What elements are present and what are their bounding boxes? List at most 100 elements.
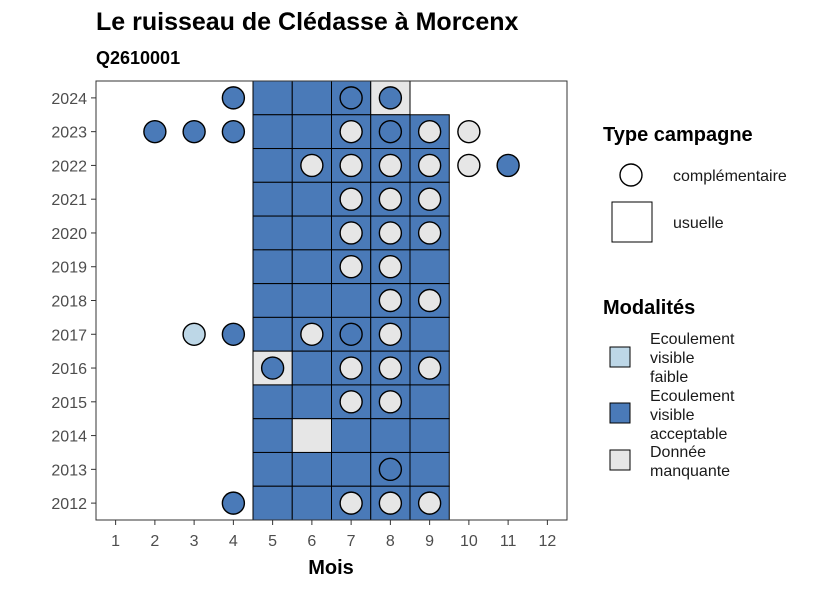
usuelle-square-2018-5	[252, 283, 293, 318]
complementaire-circle-2022-9	[417, 153, 442, 178]
legend-label-acceptable-line-1: Ecoulement	[650, 388, 735, 405]
x-axis-title: Mois	[308, 557, 354, 579]
complementaire-circle-2023-10	[457, 119, 481, 144]
usuelle-square-2018-7	[331, 283, 372, 318]
usuelle-square-2017-5	[252, 316, 293, 352]
usuelle-square-2015-5	[252, 384, 293, 420]
usuelle-square-2012-5	[252, 485, 293, 521]
y-tick-label-2012: 2012	[51, 496, 87, 513]
complementaire-circle-2020-7	[339, 221, 363, 245]
usuelle-square-2012-6	[291, 485, 332, 521]
circles-layer	[143, 86, 520, 515]
legend-key-faible	[609, 346, 631, 368]
legend-label-acceptable-line-3: acceptable	[650, 426, 727, 443]
legend-label-manquante-line-1: Donnée	[650, 444, 706, 461]
legend-type-campagne: Type campagne complémentaire usuelle	[603, 124, 787, 243]
usuelle-square-2016-6	[291, 350, 332, 386]
complementaire-circle-2016-7	[339, 356, 363, 380]
usuelle-square-2022-5	[252, 148, 293, 183]
complementaire-circle-2012-9	[417, 491, 442, 515]
complementaire-circle-2015-7	[339, 390, 363, 414]
y-tick-label-2017: 2017	[51, 327, 87, 344]
complementaire-circle-2017-7	[339, 322, 363, 346]
complementaire-circle-2019-7	[339, 255, 363, 279]
usuelle-square-2023-5	[252, 114, 293, 150]
complementaire-circle-2016-8	[378, 356, 403, 380]
complementaire-circle-2023-4	[221, 119, 246, 144]
complementaire-circle-2022-10	[457, 153, 481, 178]
complementaire-circle-2018-9	[417, 288, 442, 313]
y-tick-label-2021: 2021	[51, 192, 87, 209]
complementaire-circle-2022-7	[339, 153, 363, 178]
usuelle-square-2019-6	[291, 249, 332, 285]
x-tick-label-7: 7	[347, 533, 356, 550]
usuelle-square-2014-8	[370, 418, 411, 453]
usuelle-square-2019-9	[409, 249, 450, 285]
legend-modalites-title: Modalités	[603, 297, 695, 319]
legend-type-title: Type campagne	[603, 124, 753, 146]
legend-label-faible-line-1: Ecoulement	[650, 331, 735, 348]
complementaire-circle-2022-6	[300, 153, 324, 178]
usuelle-square-2013-5	[252, 451, 293, 487]
x-tick-label-5: 5	[268, 533, 277, 550]
chart-title: Le ruisseau de Clédasse à Morcenx	[96, 8, 519, 36]
usuelle-square-2017-9	[409, 316, 450, 352]
legend-label-acceptable-line-2: visible	[650, 407, 695, 424]
usuelle-square-2023-6	[291, 114, 332, 150]
usuelle-square-2018-6	[291, 283, 332, 318]
complementaire-circle-2017-8	[378, 322, 403, 346]
usuelle-square-2013-7	[331, 451, 372, 487]
complementaire-circle-2024-7	[339, 86, 363, 110]
y-tick-label-2018: 2018	[51, 294, 87, 311]
complementaire-circle-2019-8	[378, 255, 403, 279]
x-tick-label-12: 12	[538, 533, 556, 550]
usuelle-square-2014-7	[331, 418, 372, 453]
x-tick-label-9: 9	[425, 533, 434, 550]
usuelle-square-2013-6	[291, 451, 332, 487]
complementaire-circle-2017-6	[300, 322, 324, 346]
x-tick-label-3: 3	[190, 533, 199, 550]
y-tick-label-2014: 2014	[51, 429, 87, 446]
usuelle-square-2024-5	[252, 80, 293, 116]
y-axis: 2012 2013 2014 2015 2016 2017 2018 2019 2020 2021…	[51, 91, 96, 513]
y-tick-label-2013: 2013	[51, 462, 87, 479]
legend-label-faible-line-3: faible	[650, 369, 688, 386]
x-axis: 1 2 3 4 5 6 7 8 9 10 11 12	[111, 520, 556, 550]
legend-key-acceptable	[609, 402, 631, 424]
legend-modalites: Modalités Ecoulement visible faible Ecoulem…	[603, 297, 735, 480]
x-tick-label-10: 10	[460, 533, 478, 550]
legend-label-faible-line-2: visible	[650, 350, 695, 367]
usuelle-square-2021-6	[291, 181, 332, 217]
complementaire-circle-2012-4	[221, 491, 246, 515]
complementaire-circle-2020-8	[378, 221, 403, 245]
complementaire-circle-2023-8	[378, 119, 403, 144]
x-tick-label-11: 11	[500, 533, 517, 550]
complementaire-circle-2020-9	[417, 221, 442, 245]
usuelle-square-2014-9	[409, 418, 450, 453]
complementaire-circle-2023-7	[339, 119, 363, 144]
usuelle-square-2015-9	[409, 384, 450, 420]
usuelle-square-2021-5	[252, 181, 293, 217]
complementaire-circle-2017-3	[182, 322, 206, 346]
usuelle-square-2020-6	[291, 215, 332, 251]
squares-layer	[252, 80, 450, 521]
x-tick-label-4: 4	[229, 533, 238, 550]
complementaire-circle-2016-5	[260, 356, 285, 380]
complementaire-circle-2022-11	[496, 153, 520, 178]
complementaire-circle-2023-3	[182, 119, 206, 144]
y-tick-label-2016: 2016	[51, 361, 87, 378]
y-tick-label-2015: 2015	[51, 395, 87, 412]
legend-label-manquante-line-2: manquante	[650, 463, 730, 480]
complementaire-circle-2015-8	[378, 390, 403, 414]
complementaire-circle-2023-9	[417, 119, 442, 144]
legend-type-label-complementaire: complémentaire	[673, 168, 787, 185]
x-tick-label-8: 8	[386, 533, 395, 550]
usuelle-square-2019-5	[252, 249, 293, 285]
y-tick-label-2022: 2022	[51, 158, 87, 175]
complementaire-circle-2016-9	[417, 356, 442, 380]
complementaire-circle-2021-9	[417, 187, 442, 211]
usuelle-square-2013-9	[409, 451, 450, 487]
legend-square-key	[611, 201, 653, 243]
usuelle-square-2020-5	[252, 215, 293, 251]
